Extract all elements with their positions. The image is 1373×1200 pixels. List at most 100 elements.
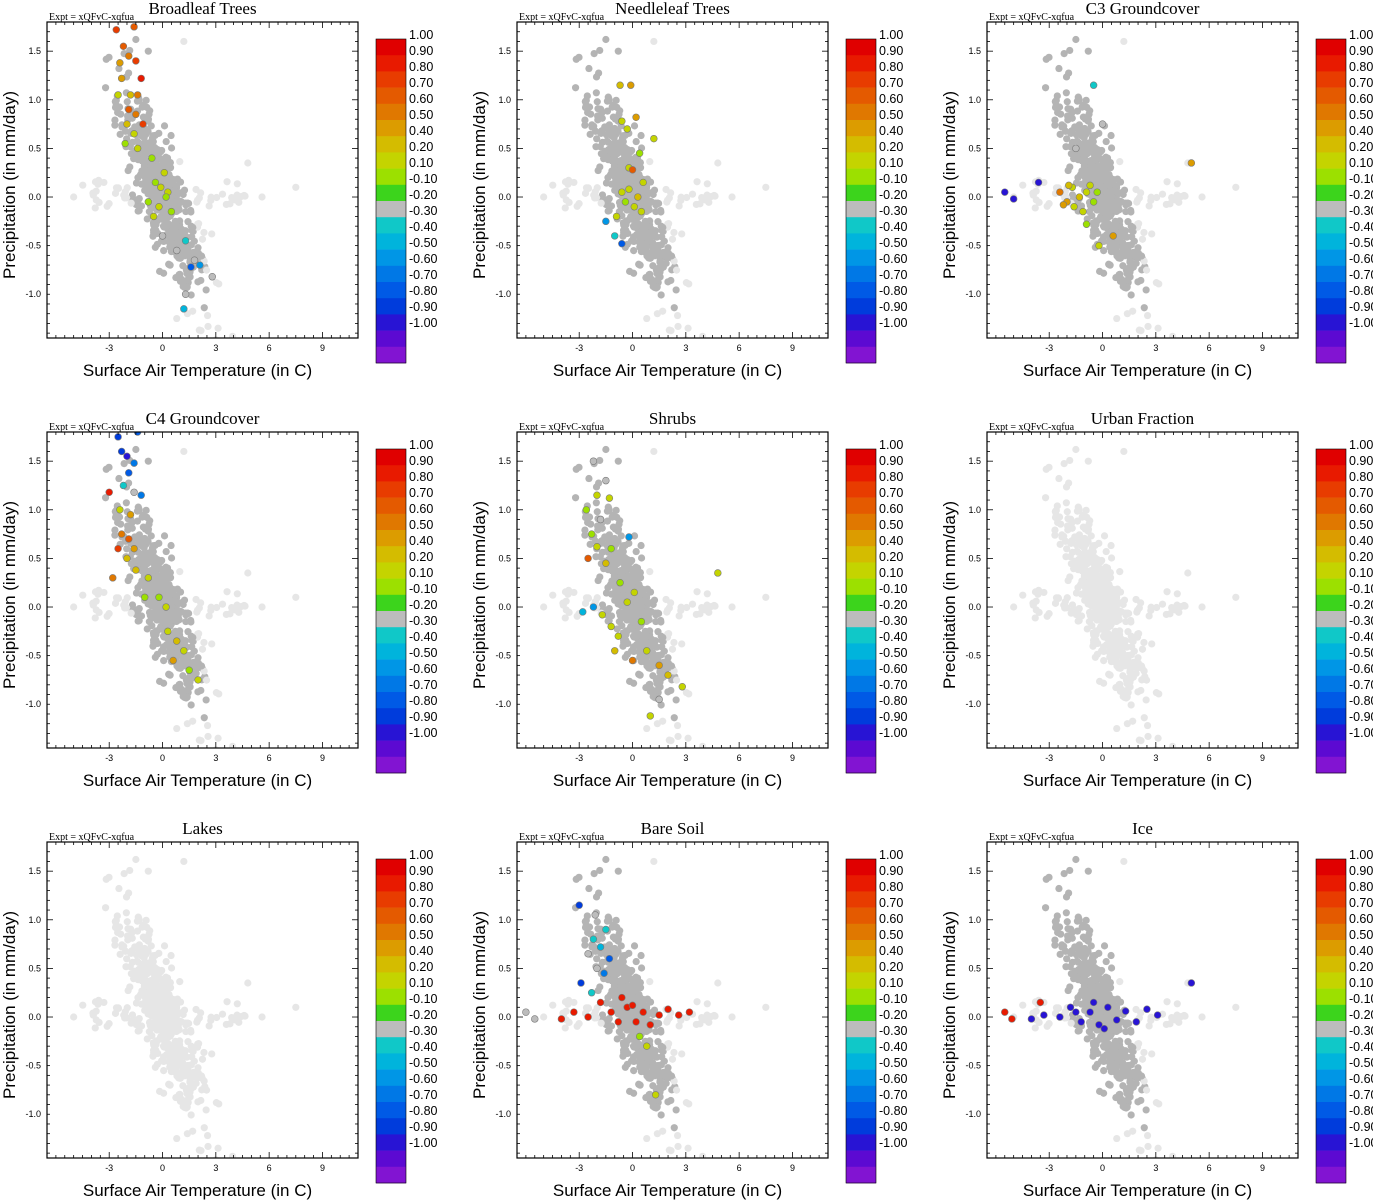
background-point [1063, 135, 1071, 143]
background-point [184, 628, 192, 636]
background-point [1140, 304, 1148, 312]
data-point [637, 617, 646, 626]
colorbar-swatch [846, 233, 876, 250]
x-tick-label: 0 [160, 343, 165, 353]
background-point [1102, 547, 1110, 556]
background-point [173, 207, 181, 215]
colorbar-label: -0.60 [879, 662, 908, 676]
background-point [603, 131, 611, 139]
background-point [166, 643, 174, 651]
background-point [235, 608, 243, 616]
data-point [208, 273, 216, 281]
y-tick-label: 0.5 [498, 553, 511, 563]
background-point [677, 606, 685, 615]
background-point [184, 609, 193, 618]
background-point [703, 191, 711, 199]
colorbar-label: 0.10 [879, 566, 903, 580]
background-point [1154, 734, 1162, 742]
background-point [613, 625, 621, 633]
background-point [652, 284, 660, 292]
background-point [650, 37, 658, 46]
background-point [664, 688, 672, 696]
panel-title: Needleleaf Trees [615, 0, 730, 18]
background-point [1168, 193, 1176, 202]
background-point [642, 632, 651, 640]
background-point [128, 191, 137, 199]
colorbar-label: 0.50 [409, 108, 433, 122]
background-point [559, 189, 567, 197]
background-point [204, 322, 212, 331]
data-point [105, 488, 113, 496]
colorbar-label: -0.30 [1349, 204, 1373, 218]
background-point [595, 69, 603, 77]
background-point [601, 123, 609, 131]
colorbar-swatch [376, 71, 406, 88]
background-point [636, 671, 644, 679]
background-point [166, 261, 174, 269]
background-point [653, 270, 661, 278]
background-point [636, 598, 644, 606]
colorbar-swatch [376, 465, 406, 482]
y-tick-label: 1.0 [28, 505, 41, 515]
y-tick-label: 1.5 [498, 46, 511, 56]
background-point [182, 694, 190, 702]
colorbar-label: 0.60 [879, 92, 903, 106]
colorbar-label: 0.90 [879, 454, 903, 468]
background-point [160, 223, 168, 231]
background-point [127, 609, 135, 617]
data-point [1086, 181, 1094, 190]
panel-title: C4 Groundcover [146, 409, 260, 428]
background-point [163, 199, 171, 207]
colorbar-swatch [1316, 643, 1346, 660]
background-point [604, 196, 612, 204]
colorbar-swatch [846, 756, 876, 774]
data-point [1098, 120, 1107, 128]
background-point [624, 154, 632, 162]
experiment-label: Expt = xQFvC-xqfua [519, 12, 605, 23]
background-point [147, 122, 155, 130]
y-tick-label: 0.0 [498, 192, 511, 202]
background-point [205, 202, 213, 210]
data-point [187, 263, 195, 271]
background-point [180, 37, 188, 46]
y-tick-label: -0.5 [965, 241, 981, 251]
background-point [228, 332, 237, 338]
colorbar-label: -0.90 [879, 710, 908, 724]
background-point [1029, 599, 1037, 607]
background-point [155, 604, 163, 612]
background-point [572, 465, 580, 473]
y-tick-label: -1.0 [25, 699, 41, 709]
background-point [615, 198, 624, 207]
background-point [627, 579, 635, 587]
scatter-points [70, 855, 300, 1158]
colorbar-label: -0.30 [409, 614, 438, 628]
scatter-points [1010, 445, 1240, 748]
panel-title: Urban Fraction [1091, 409, 1195, 428]
background-point [167, 131, 175, 140]
colorbar-swatch [1316, 497, 1346, 515]
background-point [1134, 196, 1142, 204]
background-point [1051, 97, 1059, 106]
data-point [618, 117, 626, 125]
colorbar-label: 0.90 [409, 454, 433, 468]
background-point [1143, 721, 1152, 730]
y-tick-label: 1.0 [968, 505, 981, 515]
data-point [196, 261, 204, 269]
x-tick-label: 6 [737, 343, 742, 353]
background-point [643, 617, 651, 625]
background-point [1077, 202, 1086, 210]
background-point [1051, 507, 1059, 516]
data-point [157, 183, 165, 191]
colorbar-swatch [1316, 449, 1346, 466]
data-point [1009, 195, 1018, 203]
colorbar-swatch [846, 449, 876, 466]
background-point [1102, 137, 1110, 146]
y-tick-label: 0.0 [498, 602, 511, 612]
background-point [1096, 677, 1104, 685]
background-point [112, 184, 121, 192]
background-point [151, 243, 159, 251]
background-point [622, 630, 630, 639]
background-point [626, 677, 634, 685]
x-tick-label: 9 [790, 343, 795, 353]
background-point [1051, 599, 1060, 607]
